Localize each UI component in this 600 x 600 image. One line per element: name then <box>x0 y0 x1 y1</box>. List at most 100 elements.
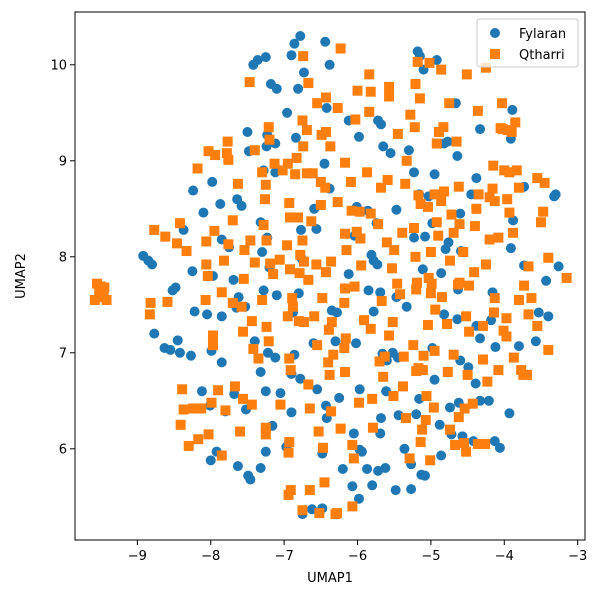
point-fylaran <box>295 373 306 384</box>
point-qtharri <box>539 177 550 188</box>
point-qtharri <box>268 269 279 280</box>
point-fylaran <box>319 158 330 169</box>
point-qtharri <box>316 129 327 140</box>
point-qtharri <box>425 288 436 299</box>
legend-label-qtharri: Qtharri <box>519 48 565 63</box>
point-qtharri <box>282 311 293 322</box>
point-qtharri <box>400 413 411 424</box>
point-qtharri <box>246 399 257 410</box>
point-qtharri <box>89 295 100 305</box>
point-qtharri <box>298 51 309 62</box>
point-qtharri <box>392 278 403 289</box>
point-qtharri <box>220 405 231 416</box>
point-qtharri <box>257 295 268 305</box>
point-qtharri <box>401 155 412 166</box>
point-qtharri <box>489 293 500 304</box>
point-qtharri <box>192 163 203 174</box>
point-qtharri <box>301 168 312 179</box>
point-qtharri <box>431 138 442 149</box>
point-qtharri <box>384 81 395 92</box>
point-fylaran <box>455 208 466 219</box>
point-qtharri <box>356 260 367 271</box>
point-fylaran <box>549 191 560 202</box>
point-qtharri <box>410 251 421 262</box>
point-fylaran <box>353 493 364 504</box>
point-fylaran <box>541 275 552 286</box>
point-qtharri <box>374 356 385 367</box>
point-qtharri <box>249 257 260 268</box>
point-qtharri <box>388 391 399 401</box>
point-fylaran <box>216 311 227 322</box>
point-qtharri <box>196 403 207 414</box>
point-qtharri <box>420 415 431 425</box>
point-qtharri <box>349 281 360 292</box>
point-qtharri <box>339 343 350 353</box>
point-qtharri <box>362 167 373 178</box>
point-qtharri <box>260 429 271 440</box>
point-qtharri <box>472 439 483 449</box>
point-qtharri <box>246 316 257 327</box>
point-qtharri <box>307 168 318 179</box>
point-fylaran <box>189 306 200 317</box>
point-fylaran <box>354 384 365 395</box>
y-tick-label: 9 <box>59 154 67 169</box>
point-qtharri <box>364 106 375 117</box>
points-layer <box>89 31 572 520</box>
point-qtharri <box>318 442 329 453</box>
point-qtharri <box>265 258 276 269</box>
point-qtharri <box>222 136 233 147</box>
point-fylaran <box>293 83 304 94</box>
point-qtharri <box>284 437 295 448</box>
point-qtharri <box>480 259 491 270</box>
point-qtharri <box>395 289 406 300</box>
point-qtharri <box>365 86 376 97</box>
point-fylaran <box>376 413 386 424</box>
point-qtharri <box>543 344 554 355</box>
point-fylaran <box>321 103 332 113</box>
point-fylaran <box>471 173 482 184</box>
point-qtharri <box>248 343 259 354</box>
point-qtharri <box>487 183 498 194</box>
point-fylaran <box>440 244 451 255</box>
point-fylaran <box>296 224 307 235</box>
point-fylaran <box>439 309 450 320</box>
point-fylaran <box>351 338 362 349</box>
point-qtharri <box>439 186 450 197</box>
point-qtharri <box>373 219 384 230</box>
point-qtharri <box>523 309 534 320</box>
point-qtharri <box>312 340 323 351</box>
point-qtharri <box>282 240 293 251</box>
point-qtharri <box>290 169 301 180</box>
point-fylaran <box>434 419 445 430</box>
point-fylaran <box>298 67 309 78</box>
point-qtharri <box>269 158 280 169</box>
point-fylaran <box>334 392 345 403</box>
point-fylaran <box>255 367 266 377</box>
point-qtharri <box>175 419 186 430</box>
point-qtharri <box>464 280 475 291</box>
point-qtharri <box>177 384 188 395</box>
point-qtharri <box>328 349 339 360</box>
point-fylaran <box>490 342 501 353</box>
point-fylaran <box>483 395 494 406</box>
legend-marker-fylaran <box>490 28 500 38</box>
point-qtharri <box>285 365 296 376</box>
x-tick-label: −7 <box>275 549 294 564</box>
point-qtharri <box>444 255 455 266</box>
point-qtharri <box>282 158 293 169</box>
point-qtharri <box>261 235 272 246</box>
point-qtharri <box>482 376 493 387</box>
point-qtharri <box>436 292 447 303</box>
point-qtharri <box>365 208 376 219</box>
point-fylaran <box>442 136 453 147</box>
point-qtharri <box>408 340 419 351</box>
point-qtharri <box>257 167 268 178</box>
point-qtharri <box>442 319 453 329</box>
point-fylaran <box>149 328 160 339</box>
point-fylaran <box>228 274 239 285</box>
point-qtharri <box>418 350 429 361</box>
point-fylaran <box>436 450 447 461</box>
point-qtharri <box>378 371 389 382</box>
point-fylaran <box>312 384 323 395</box>
point-qtharri <box>480 439 491 449</box>
